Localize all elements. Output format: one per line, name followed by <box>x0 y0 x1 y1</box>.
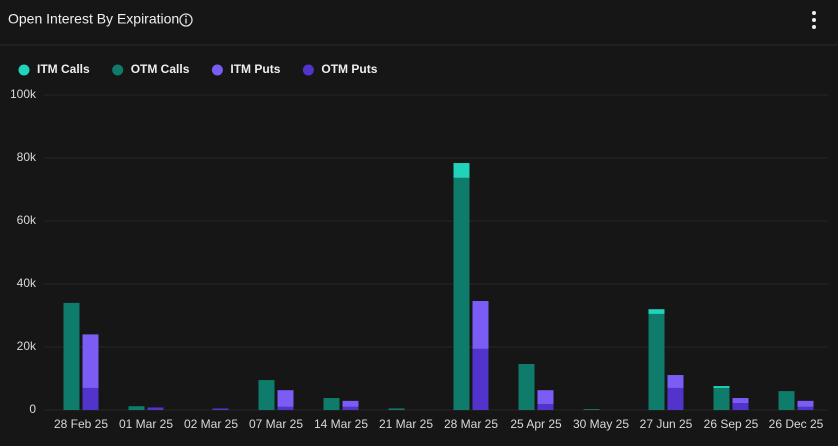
bar-segment <box>63 302 80 410</box>
legend-label: ITM Puts <box>230 62 280 76</box>
bar-segment <box>472 348 489 410</box>
menu-button[interactable] <box>812 11 816 29</box>
x-tick-label: 26 Sep 25 <box>704 417 759 431</box>
bar-segment <box>537 390 554 405</box>
legend-marker <box>112 64 124 76</box>
bar-segment <box>472 301 489 349</box>
bar-segment <box>342 400 359 407</box>
bar-segment <box>537 404 554 410</box>
bar-segment <box>82 334 99 388</box>
bar-segment <box>648 309 665 314</box>
y-tick-label: 60k <box>17 213 37 227</box>
x-tick-label: 28 Mar 25 <box>444 417 498 431</box>
x-tick-label: 30 May 25 <box>573 417 629 431</box>
y-tick-label: 40k <box>17 276 37 290</box>
x-tick-label: 28 Feb 25 <box>54 417 108 431</box>
bar-segment <box>277 406 294 410</box>
bar-segment <box>667 375 684 388</box>
bar-segment <box>388 408 405 410</box>
y-tick-label: 0 <box>29 402 36 416</box>
bar-segment <box>732 398 749 404</box>
bar-segment <box>583 409 600 410</box>
bar-segment <box>453 177 470 410</box>
bar-segment <box>518 364 535 410</box>
bar-segment <box>667 387 684 410</box>
bar-segment <box>147 407 164 410</box>
bar-segment <box>277 390 294 407</box>
x-tick-label: 25 Apr 25 <box>510 417 562 431</box>
chart-title: Open Interest By Expiration <box>8 11 179 27</box>
bar-segment <box>648 313 665 410</box>
bar-segment <box>797 400 814 407</box>
legend-marker <box>211 64 223 76</box>
legend-label: OTM Calls <box>131 62 190 76</box>
bar-segment <box>212 408 229 410</box>
x-tick-label: 02 Mar 25 <box>184 417 238 431</box>
bar-segment <box>713 386 730 388</box>
legend-label: ITM Calls <box>37 62 90 76</box>
bar-segment <box>342 406 359 410</box>
legend: ITM Calls OTM Calls ITM Puts OTM Puts <box>18 62 378 76</box>
y-tick-label: 80k <box>17 150 37 164</box>
y-tick-label: 20k <box>17 339 37 353</box>
bar-segment <box>732 403 749 410</box>
x-tick-label: 07 Mar 25 <box>249 417 303 431</box>
x-tick-label: 01 Mar 25 <box>119 417 173 431</box>
y-tick-label: 100k <box>10 87 37 101</box>
x-tick-label: 14 Mar 25 <box>314 417 368 431</box>
x-tick-label: 27 Jun 25 <box>640 417 693 431</box>
x-tick-label: 26 Dec 25 <box>769 417 824 431</box>
bar-segment <box>258 380 275 410</box>
bar-segment <box>453 163 470 178</box>
bar-segment <box>778 391 795 410</box>
bar-segment <box>82 387 99 410</box>
bar-segment <box>323 398 340 410</box>
x-tick-label: 21 Mar 25 <box>379 417 433 431</box>
bar-segment <box>797 406 814 410</box>
info-icon[interactable] <box>179 13 193 27</box>
bar-segment <box>128 406 145 410</box>
legend-marker <box>18 64 30 76</box>
legend-label: OTM Puts <box>321 62 377 76</box>
bar-segment <box>713 387 730 410</box>
legend-marker <box>302 64 314 76</box>
